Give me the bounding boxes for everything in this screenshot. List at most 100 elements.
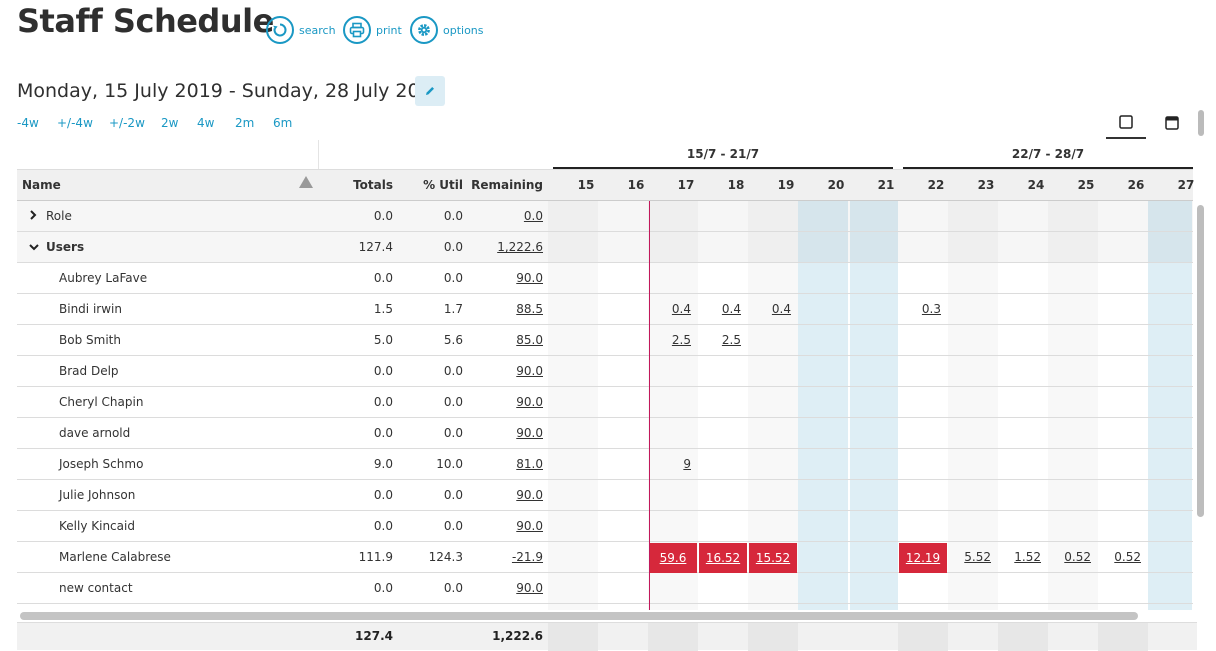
table-row[interactable] xyxy=(17,356,1193,387)
page-title: Staff Schedule xyxy=(17,2,274,40)
user-name: dave arnold xyxy=(59,426,131,440)
schedule-cell[interactable]: 9 xyxy=(649,449,697,480)
table-row[interactable] xyxy=(17,511,1193,542)
range-2w[interactable]: 2w xyxy=(161,116,179,130)
remaining-link[interactable]: 88.5 xyxy=(516,302,543,316)
overbooked-cell[interactable]: 15.52 xyxy=(749,543,797,573)
options-button[interactable]: options xyxy=(410,16,484,44)
util-value: 0.0 xyxy=(443,271,463,285)
schedule-value[interactable]: 1.52 xyxy=(1014,550,1041,564)
remaining-link[interactable]: 90.0 xyxy=(516,271,543,285)
group-row[interactable] xyxy=(17,201,1193,232)
chevron-down-icon[interactable] xyxy=(29,240,39,254)
schedule-cell[interactable]: 5.52 xyxy=(949,542,997,573)
range-6m[interactable]: 6m xyxy=(273,116,293,130)
totals-value: 0.0 xyxy=(373,581,393,595)
table-row[interactable] xyxy=(17,294,1193,325)
remaining-link[interactable]: 81.0 xyxy=(516,457,543,471)
schedule-value[interactable]: 15.52 xyxy=(755,551,791,565)
schedule-cell[interactable]: 0.4 xyxy=(749,294,797,325)
toolbar-scroll-indicator[interactable] xyxy=(1198,110,1204,136)
chevron-right-icon[interactable] xyxy=(29,209,37,223)
search-label: search xyxy=(299,23,336,37)
totals-value: 9.0 xyxy=(373,457,393,471)
remaining-link[interactable]: 90.0 xyxy=(516,519,543,533)
schedule-cell[interactable]: 0.3 xyxy=(899,294,947,325)
schedule-value[interactable]: 9 xyxy=(683,457,691,471)
table-row[interactable] xyxy=(17,387,1193,418)
week-header-1: 15/7 - 21/7 xyxy=(553,141,893,169)
schedule-cell[interactable]: 0.4 xyxy=(699,294,747,325)
schedule-cell[interactable]: 1.52 xyxy=(999,542,1047,573)
schedule-value[interactable]: 5.52 xyxy=(964,550,991,564)
column-name[interactable]: Name xyxy=(22,178,61,192)
column-util[interactable]: % Util xyxy=(423,178,463,192)
table-row[interactable] xyxy=(17,263,1193,294)
schedule-cell[interactable]: 0.4 xyxy=(649,294,697,325)
search-button[interactable]: search xyxy=(266,16,336,44)
totals-value: 5.0 xyxy=(373,333,393,347)
range-4w[interactable]: 4w xyxy=(197,116,215,130)
table-row[interactable] xyxy=(17,480,1193,511)
schedule-value[interactable]: 12.19 xyxy=(905,551,941,565)
remaining-link[interactable]: 1,222.6 xyxy=(497,240,543,254)
overbooked-cell[interactable]: 16.52 xyxy=(699,543,747,573)
table-row[interactable] xyxy=(17,325,1193,356)
group-name[interactable]: Users xyxy=(46,240,85,254)
edit-date-range-button[interactable] xyxy=(415,76,445,106)
day-header: 21 xyxy=(877,178,895,192)
schedule-cell[interactable]: 2.5 xyxy=(699,325,747,356)
table-row[interactable] xyxy=(17,449,1193,480)
table-row[interactable] xyxy=(17,542,1193,573)
schedule-value[interactable]: 0.52 xyxy=(1064,550,1091,564)
schedule-cell[interactable]: 0.52 xyxy=(1049,542,1097,573)
range-plus-minus-4w[interactable]: +/-4w xyxy=(57,116,93,130)
compact-view-button[interactable] xyxy=(1106,110,1146,139)
range-minus-4w[interactable]: -4w xyxy=(17,116,39,130)
footer-totals: 127.4 xyxy=(355,629,393,643)
remaining-link[interactable]: 90.0 xyxy=(516,395,543,409)
group-name[interactable]: Role xyxy=(46,209,72,223)
schedule-value[interactable]: 0.4 xyxy=(671,302,691,316)
date-range-label: Monday, 15 July 2019 - Sunday, 28 July 2… xyxy=(17,80,444,102)
day-header: 16 xyxy=(627,178,645,192)
remaining-link[interactable]: 90.0 xyxy=(516,364,543,378)
table-header xyxy=(17,169,1193,201)
schedule-value[interactable]: 0.4 xyxy=(771,302,791,316)
user-name: Bob Smith xyxy=(59,333,121,347)
range-plus-minus-2w[interactable]: +/-2w xyxy=(109,116,145,130)
remaining-link[interactable]: -21.9 xyxy=(511,550,543,564)
remaining-link[interactable]: 90.0 xyxy=(516,488,543,502)
schedule-value[interactable]: 0.3 xyxy=(921,302,941,316)
print-label: print xyxy=(376,23,402,37)
vertical-scrollbar[interactable] xyxy=(1197,205,1204,517)
totals-value: 1.5 xyxy=(373,302,393,316)
schedule-value[interactable]: 2.5 xyxy=(721,333,741,347)
gear-icon xyxy=(410,16,438,44)
schedule-cell[interactable]: 0.52 xyxy=(1099,542,1147,573)
schedule-value[interactable]: 16.52 xyxy=(705,551,741,565)
range-2m[interactable]: 2m xyxy=(235,116,255,130)
group-row[interactable] xyxy=(17,232,1193,263)
header-view-button[interactable] xyxy=(1152,110,1192,139)
schedule-value[interactable]: 0.4 xyxy=(721,302,741,316)
refresh-icon xyxy=(266,16,294,44)
remaining-link[interactable]: 0.0 xyxy=(523,209,543,223)
horizontal-scrollbar[interactable] xyxy=(20,612,1138,620)
sort-ascending-icon[interactable] xyxy=(299,176,313,188)
print-button[interactable]: print xyxy=(343,16,402,44)
column-remaining[interactable]: Remaining xyxy=(471,178,543,192)
remaining-link[interactable]: 90.0 xyxy=(516,581,543,595)
table-row[interactable] xyxy=(17,418,1193,449)
schedule-value[interactable]: 0.52 xyxy=(1114,550,1141,564)
schedule-value[interactable]: 2.5 xyxy=(671,333,691,347)
overbooked-cell[interactable]: 12.19 xyxy=(899,543,947,573)
totals-value: 0.0 xyxy=(373,271,393,285)
column-totals[interactable]: Totals xyxy=(353,178,393,192)
remaining-link[interactable]: 90.0 xyxy=(516,426,543,440)
remaining-link[interactable]: 85.0 xyxy=(516,333,543,347)
schedule-cell[interactable]: 2.5 xyxy=(649,325,697,356)
table-row[interactable] xyxy=(17,573,1193,604)
overbooked-cell[interactable]: 59.6 xyxy=(649,543,697,573)
schedule-value[interactable]: 59.6 xyxy=(659,551,687,565)
